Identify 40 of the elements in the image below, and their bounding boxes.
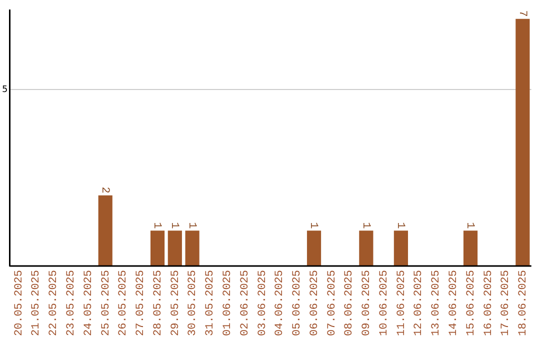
x-tick-label: 18.06.2025 [518,270,530,336]
data-label: 1 [307,222,320,230]
x-tick-label: 10.06.2025 [378,270,390,336]
data-label: 7 [516,10,528,17]
x-tick-label: 11.06.2025 [396,270,408,336]
data-label: 1 [150,222,163,230]
x-tick-label: 29.05.2025 [170,270,182,336]
x-tick-label: 23.05.2025 [65,270,78,336]
x-tick-label: 03.06.2025 [256,270,269,336]
x-tick-label: 17.06.2025 [500,270,512,336]
x-tick-label: 28.05.2025 [152,270,164,336]
y-tick-label: 5 [2,84,8,95]
x-tick-label: 30.05.2025 [187,270,200,336]
x-tick-label: 09.06.2025 [361,270,374,336]
data-label: 1 [394,222,406,230]
x-tick-label: 16.06.2025 [482,270,495,336]
x-tick-label: 04.06.2025 [274,270,286,336]
x-tick-label: 02.06.2025 [239,270,252,336]
x-tick-label: 08.06.2025 [344,270,356,336]
x-tick-label: 26.05.2025 [118,270,130,336]
data-label: 1 [168,222,180,230]
data-label: 1 [185,222,198,230]
data-label: 1 [359,222,372,230]
x-tick-label: 01.06.2025 [222,270,234,336]
x-tick-label: 12.06.2025 [413,270,426,336]
x-tick-label: 21.05.2025 [30,270,43,336]
x-tick-label: 13.06.2025 [430,270,443,336]
data-label: 2 [98,186,110,194]
data-label: 1 [464,222,476,230]
x-tick-label: 15.06.2025 [465,270,478,336]
x-tick-label: 06.06.2025 [308,270,321,336]
x-tick-label: 20.05.2025 [13,270,26,336]
x-tick-label: 22.05.2025 [48,270,60,336]
x-tick-label: 25.05.2025 [100,270,112,336]
x-tick-label: 14.06.2025 [448,270,460,336]
x-tick-label: 24.05.2025 [82,270,95,336]
x-tick-label: 27.05.2025 [135,270,148,336]
x-tick-label: 05.06.2025 [292,270,304,336]
x-tick-label: 07.06.2025 [326,270,338,336]
x-tick-label: 31.05.2025 [204,270,217,336]
